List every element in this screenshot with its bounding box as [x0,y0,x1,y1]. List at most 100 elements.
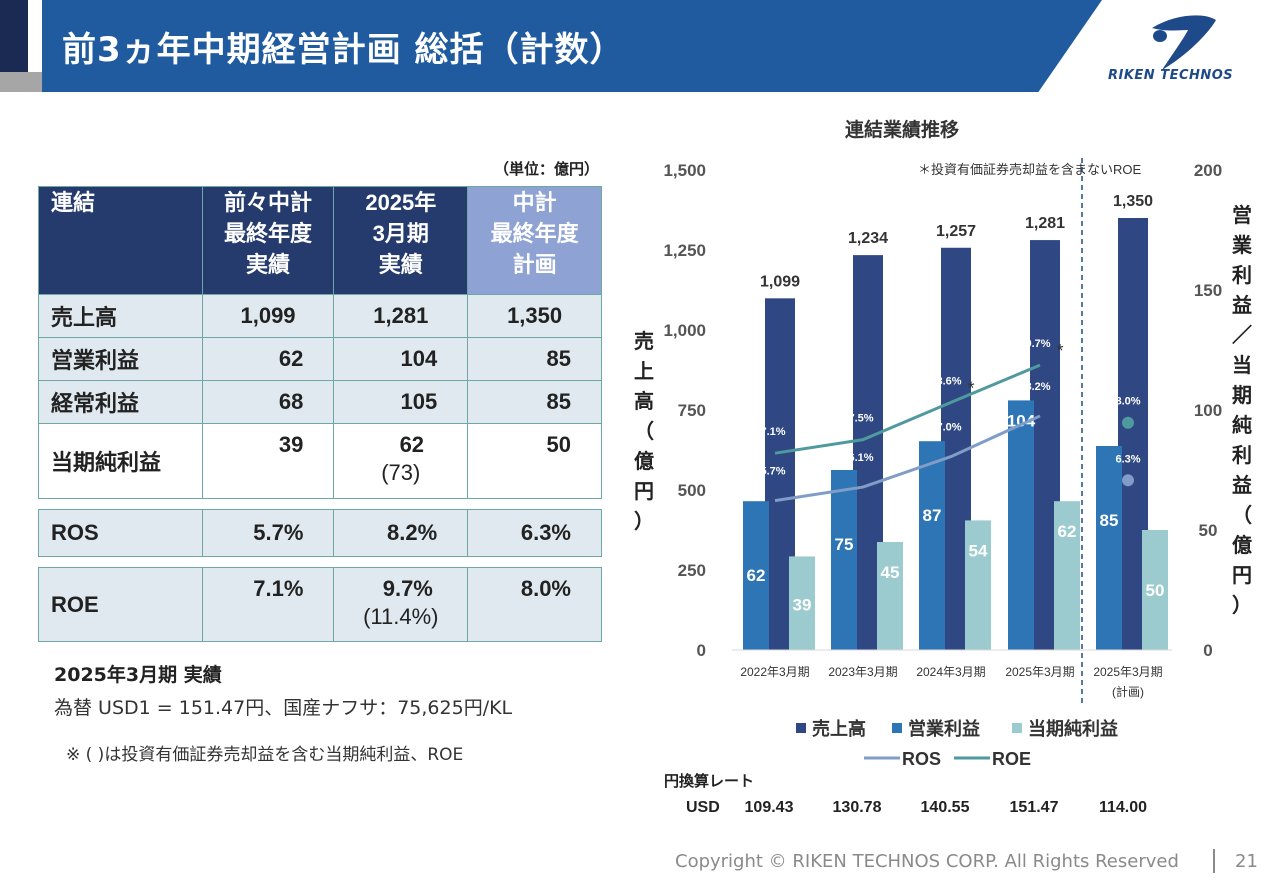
table-row: 売上高 1,099 1,281 1,350 [38,294,602,338]
roe-asterisk: * [1056,341,1063,361]
net-income-label: 50 [1146,581,1165,600]
header-band [42,0,1102,92]
footer-divider [1213,849,1215,873]
sales-value-label: 1,350 [1113,193,1153,210]
left-tick-label: 250 [678,561,706,580]
cell-value: 85 [467,380,602,424]
left-tick-label: 1,000 [663,321,706,340]
header-consolidated: 連結 [38,186,203,295]
right-axis-title-char: ） [1232,594,1252,617]
ros-plan-label: 6.3% [1115,453,1140,465]
legend-label: 売上高 [812,718,866,739]
left-axis-title-char: ） [634,510,654,533]
left-axis-title-char: 円 [634,481,654,503]
left-tick-label: 500 [678,481,706,500]
roe-value-label: 9.7% [1025,338,1050,350]
right-axis-title-char: 益 [1232,293,1252,317]
row-label: 当期純利益 [38,423,203,499]
fx-value: 114.00 [1099,799,1147,816]
performance-chart: 連結業績推移＊投資有価証券売却益を含まないROE02505007501,0001… [634,118,1253,816]
page-number: 21 [1235,851,1258,872]
cell-value: 1,281 [333,294,469,338]
operating-profit-bar [919,441,945,650]
operating-profit-label: 104 [1007,411,1036,430]
cell-value: 50 [467,423,602,499]
chart-annotation: ＊投資有価証券売却益を含まないROE [918,162,1142,177]
fy-results-title: 2025年3月期 実績 [54,664,222,686]
left-tick-label: 750 [678,401,706,420]
net-income-bar [789,556,815,650]
roe-plan-label: 8.0% [1115,396,1140,408]
row-label: 売上高 [38,294,203,338]
right-axis-title-char: 期 [1232,384,1252,407]
ros-plan-marker [1122,474,1134,487]
category-sub-label: (計画) [1112,684,1144,699]
right-tick-label: 150 [1194,281,1222,300]
right-axis-title-char: 純 [1232,413,1252,437]
right-axis-title-char: 利 [1232,444,1252,467]
legend-label: 営業利益 [908,718,980,739]
operating-profit-bar [743,501,769,650]
roe-value-label: 7.1% [760,426,785,438]
right-axis-title-char: ／ [1232,324,1252,347]
operating-profit-bar [1096,446,1122,650]
right-axis-title-char: （ [1232,504,1252,527]
cell-sub-value: (11.4%) [363,604,439,629]
table-row: 営業利益 62 104 85 [38,337,602,381]
sales-value-label: 1,257 [936,223,976,240]
left-axis-title-char: 高 [634,389,654,413]
cell-value: 105 [333,380,469,424]
sales-value-label: 1,281 [1025,215,1065,232]
net-income-bar [877,542,903,650]
roe-value-label: 7.5% [848,413,873,425]
right-axis-title-char: 利 [1232,264,1252,287]
ros-value-label: 5.7% [760,466,785,478]
cell-value: 39 [201,423,335,499]
roe-table: ROE 7.1% 9.7% (11.4%) 8.0% [38,567,602,642]
right-tick-label: 100 [1194,401,1222,420]
cell-value: 7.1% [201,567,335,642]
net-income-label: 45 [881,563,900,582]
table-row: 経常利益 68 105 85 [38,380,602,424]
left-tick-label: 1,500 [663,161,706,180]
sales-value-label: 1,234 [848,230,888,247]
right-tick-label: 0 [1203,641,1212,660]
net-income-label: 54 [969,541,988,560]
net-income-label: 62 [1058,522,1077,541]
cell-value: 8.2% [333,509,469,557]
legend-swatch [1012,723,1022,733]
cell-value: 68 [201,380,335,424]
net-income-bar [1054,501,1080,650]
left-axis-title-char: 上 [634,360,654,383]
row-label: 営業利益 [38,337,203,381]
roe-plan-marker [1122,416,1134,429]
right-axis-title-char: 営 [1232,203,1252,227]
ros-line [774,414,1041,503]
cell-value: 5.7% [201,509,335,557]
copyright: Copyright © RIKEN TECHNOS CORP. All Righ… [675,851,1179,872]
net-income-label: 39 [793,595,812,614]
results-table: 連結 前々中計 最終年度 実績 2025年 3月期 実績 中計 最終年度 計画 … [38,186,602,499]
cell-value: 62 [201,337,335,381]
net-income-bar [1142,530,1168,650]
roe-line [774,363,1041,455]
ros-value-label: 8.2% [1025,381,1050,393]
category-label: 2023年3月期 [828,665,897,679]
right-tick-label: 200 [1194,161,1222,180]
cell-value: 104 [333,337,469,381]
fx-value: 140.55 [921,799,970,816]
fx-value: 151.47 [1010,799,1059,816]
cell-value: 6.3% [467,509,602,557]
left-axis-title-char: 億 [634,449,654,473]
left-axis-title-char: 売 [634,330,654,353]
operating-profit-label: 62 [747,566,766,585]
cell-sub-value: (73) [381,460,421,485]
net-income-bar [965,520,991,650]
logo-text: RIKEN TECHNOS [1108,68,1234,83]
table-row: ROS 5.7% 8.2% 6.3% [38,509,602,557]
sales-value-label: 1,099 [760,273,800,290]
table-row: 当期純利益 39 62 (73) 50 [38,423,602,499]
left-tick-label: 0 [697,641,706,660]
fx-title: 円換算レート [664,772,754,790]
header-plan: 中計 最終年度 計画 [467,186,602,295]
